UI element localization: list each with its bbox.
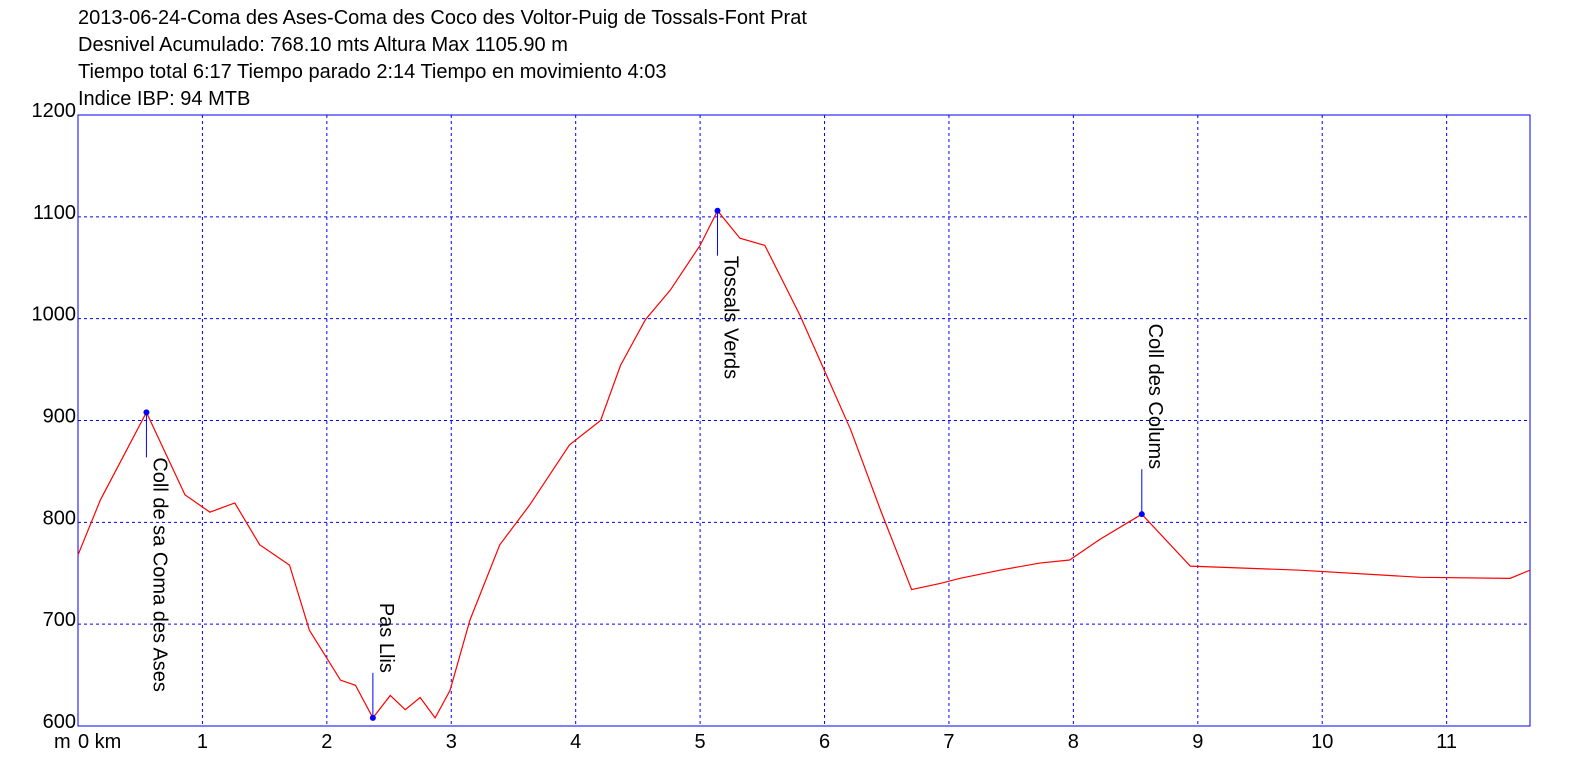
waypoint-label: Coll des Colums [1144, 324, 1166, 470]
elevation-line [77, 209, 1531, 719]
y-tick-label: 1100 [33, 202, 76, 224]
y-tick-label: 1200 [32, 100, 77, 122]
x-tick-label: 3 [446, 731, 457, 753]
x-tick-label: 6 [819, 731, 830, 753]
waypoint-marker [369, 714, 376, 721]
x-tick-label: 4 [570, 731, 581, 753]
title-line: Indice IBP: 94 MTB [78, 88, 250, 110]
y-tick-label: 1000 [32, 304, 77, 326]
x-tick-label: 0 km [78, 731, 121, 753]
waypoint-marker [1138, 511, 1145, 518]
y-unit-label: m [54, 731, 71, 753]
x-tick-label: 9 [1192, 731, 1203, 753]
waypoint-label: Tossals Verds [720, 256, 742, 379]
title-line: Desnivel Acumulado: 768.10 mts Altura Ma… [78, 34, 568, 56]
y-tick-label: 800 [43, 507, 76, 529]
waypoint-label: Coll de sa Coma des Ases [148, 457, 170, 692]
x-tick-label: 1 [197, 731, 208, 753]
title-line: Tiempo total 6:17 Tiempo parado 2:14 Tie… [78, 61, 667, 83]
waypoint-marker [143, 409, 150, 416]
y-tick-label: 600 [43, 711, 76, 733]
x-tick-label: 11 [1436, 731, 1457, 753]
waypoint-marker [714, 207, 721, 214]
x-tick-label: 2 [321, 731, 332, 753]
x-tick-label: 8 [1068, 731, 1079, 753]
title-line: 2013-06-24-Coma des Ases-Coma des Coco d… [78, 7, 807, 29]
x-tick-label: 10 [1311, 731, 1333, 753]
y-tick-label: 700 [43, 609, 76, 631]
x-tick-label: 5 [695, 731, 706, 753]
waypoint-label: Pas Llis [375, 603, 397, 673]
x-tick-label: 7 [943, 731, 954, 753]
y-tick-label: 900 [43, 406, 76, 428]
plot-frame [77, 114, 1531, 727]
